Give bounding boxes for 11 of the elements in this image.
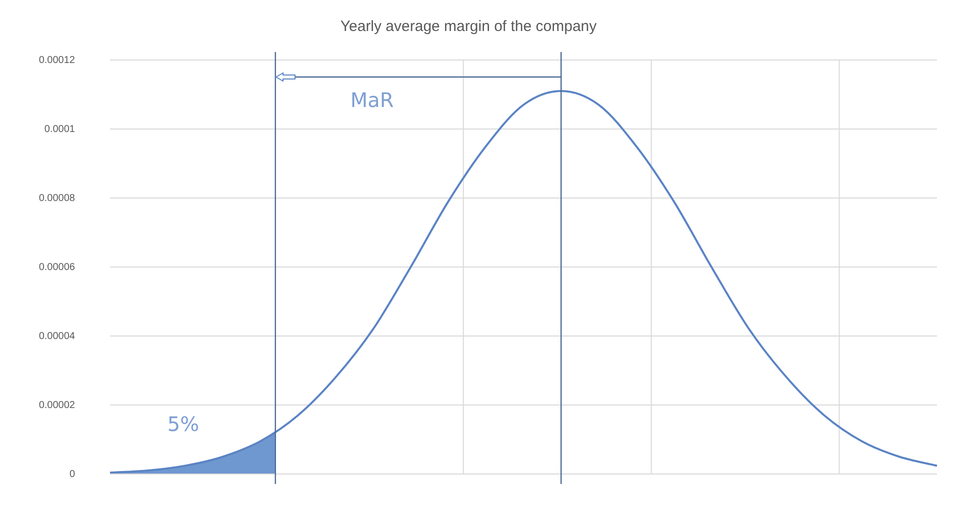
annotation: MaR	[350, 88, 394, 112]
y-tick-label: 0	[69, 468, 76, 480]
y-tick-label: 0.00012	[38, 54, 76, 66]
y-tick-label: 0.00004	[38, 330, 76, 342]
y-tick-label: 0.0001	[44, 124, 76, 135]
y-tick-label: 0.00002	[38, 400, 76, 411]
line-series	[109, 90, 938, 474]
chart-title: Yearly average margin of the company	[340, 18, 598, 36]
annotation: 5%	[167, 412, 200, 436]
y-tick-label: 0.00006	[38, 262, 76, 273]
y-tick-label: 0.00008	[38, 192, 76, 204]
